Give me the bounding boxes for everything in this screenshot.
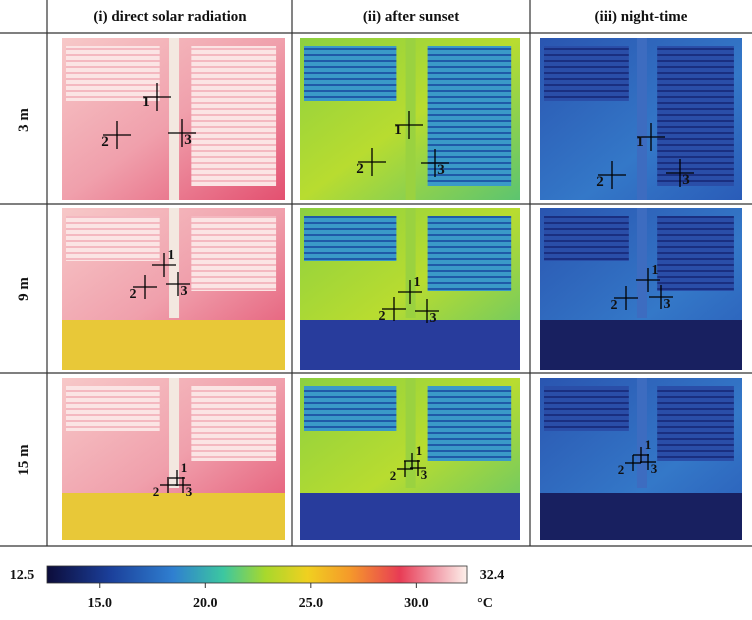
thermal-image: 1 2 3 — [540, 208, 742, 370]
ground — [540, 493, 742, 540]
point-label: 2 — [153, 484, 160, 499]
window — [428, 386, 512, 461]
row-label: 15 m — [16, 444, 32, 476]
ground — [300, 493, 520, 540]
point-label: 1 — [142, 94, 150, 110]
window — [66, 216, 160, 261]
colorbar-tick-label: 30.0 — [404, 596, 429, 611]
column-post — [637, 378, 647, 488]
window — [191, 216, 276, 291]
point-label: 1 — [394, 122, 402, 138]
colorbar-max: 32.4 — [480, 568, 505, 583]
column-post — [406, 378, 416, 488]
point-label: 2 — [596, 174, 604, 190]
window — [657, 46, 734, 186]
ground — [540, 320, 742, 370]
window — [657, 216, 734, 291]
point-label: 1 — [416, 443, 423, 458]
point-label: 1 — [652, 263, 659, 278]
thermal-image: 1 2 3 — [540, 378, 742, 540]
window — [304, 216, 396, 261]
row-label: 3 m — [16, 108, 32, 132]
figure: (i) direct solar radiation (ii) after sun… — [0, 0, 752, 615]
point-label: 2 — [618, 462, 625, 477]
window — [544, 386, 629, 431]
point-label: 3 — [421, 467, 428, 482]
column-header: (iii) night-time — [595, 9, 688, 25]
colorbar-tick-label: 15.0 — [88, 596, 113, 611]
colorbar-tick-label: 25.0 — [299, 596, 324, 611]
window — [544, 46, 629, 101]
thermal-image: 1 2 3 — [62, 38, 285, 200]
point-label: 1 — [636, 134, 644, 150]
column-post — [169, 38, 179, 200]
point-label: 3 — [186, 484, 193, 499]
thermal-image: 1 2 3 — [300, 38, 520, 200]
thermal-image: 1 2 3 — [300, 378, 520, 540]
point-label: 2 — [379, 309, 386, 324]
window — [191, 46, 276, 186]
window — [66, 386, 160, 431]
point-label: 1 — [645, 437, 652, 452]
point-label: 3 — [181, 284, 188, 299]
thermal-image: 1 2 3 — [300, 208, 520, 370]
row-label: 9 m — [16, 277, 32, 301]
window — [544, 216, 629, 261]
thermal-image: 1 2 3 — [540, 38, 742, 200]
point-label: 1 — [181, 460, 188, 475]
point-label: 3 — [651, 461, 658, 476]
column-header: (ii) after sunset — [363, 9, 459, 25]
column-header: (i) direct solar radiation — [93, 9, 247, 25]
window — [304, 386, 396, 431]
ground — [62, 320, 285, 370]
column-post — [637, 208, 647, 318]
point-label: 2 — [130, 287, 137, 302]
thermal-image: 1 2 3 — [62, 208, 285, 370]
window — [191, 386, 276, 461]
column-post — [637, 38, 647, 200]
point-label: 3 — [430, 311, 437, 326]
point-label: 2 — [101, 134, 109, 150]
ground — [62, 493, 285, 540]
window — [428, 216, 512, 291]
colorbar-min: 12.5 — [10, 568, 35, 583]
point-label: 3 — [184, 132, 192, 148]
point-label: 2 — [390, 468, 397, 483]
window — [304, 46, 396, 101]
colorbar — [47, 566, 467, 583]
window — [657, 386, 734, 461]
point-label: 3 — [664, 297, 671, 312]
point-label: 2 — [356, 161, 364, 177]
point-label: 3 — [682, 172, 690, 188]
thermal-image: 1 2 3 — [62, 378, 285, 540]
point-label: 2 — [611, 298, 618, 313]
point-label: 1 — [414, 275, 421, 290]
column-post — [406, 38, 416, 200]
window — [66, 46, 160, 101]
point-label: 3 — [437, 162, 445, 178]
ground — [300, 320, 520, 370]
point-label: 1 — [168, 248, 175, 263]
colorbar-tick-label: 20.0 — [193, 596, 218, 611]
column-post — [169, 208, 179, 318]
colorbar-unit: °C — [477, 596, 493, 611]
